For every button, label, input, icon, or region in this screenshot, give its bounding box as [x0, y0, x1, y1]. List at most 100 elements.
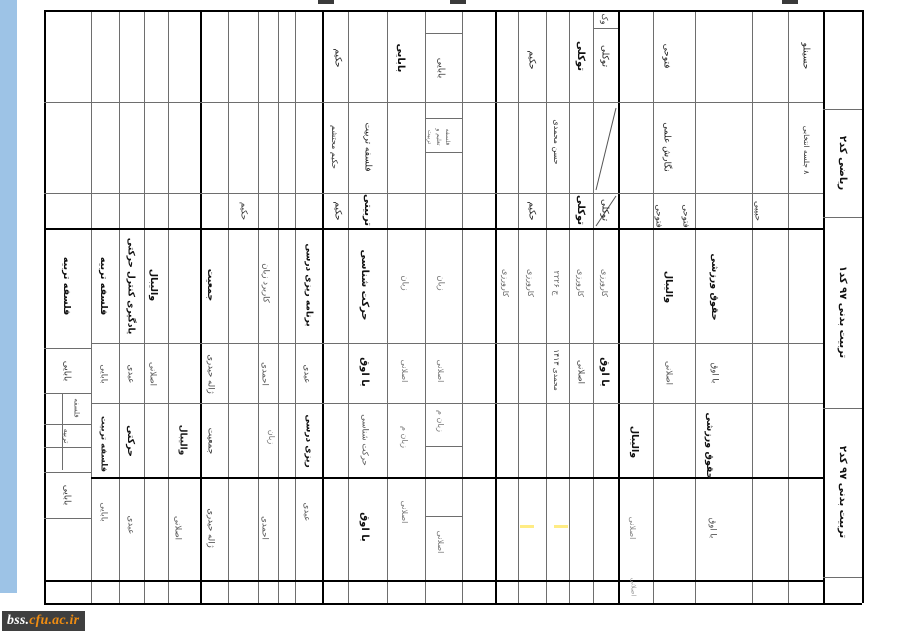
- cell-text: توکلی: [575, 40, 586, 72]
- cell-text: اصلانی: [172, 515, 183, 541]
- cell-text: فتوحی: [661, 43, 672, 69]
- grid-vline: [593, 10, 594, 603]
- grid-hline: [425, 152, 462, 153]
- cell-text: فلسفه: [72, 398, 81, 418]
- grid-vline: [752, 10, 753, 603]
- cell-text: با اوق: [709, 362, 720, 384]
- cell-text: بابایی: [61, 484, 72, 506]
- cell-text: بابایی: [435, 57, 446, 79]
- cell-text: نگارش علمی: [661, 122, 672, 172]
- cell-text: اصلانی: [436, 530, 445, 554]
- cell-text: با اوق: [599, 357, 610, 387]
- grid-hline: [44, 393, 91, 394]
- grid-hline: [44, 447, 91, 448]
- cell-text: زبان: [435, 275, 446, 291]
- cell-text: ریزی درسی: [303, 414, 314, 468]
- cell-text: اصلانی: [628, 516, 637, 540]
- cell-text: حکیم: [526, 50, 537, 70]
- grid-vline: [425, 10, 426, 603]
- cell-text: حکیم: [332, 201, 343, 221]
- crop-tick: [318, 0, 334, 4]
- cell-text: بابایی: [98, 502, 109, 522]
- cell-text: با اوق: [359, 512, 370, 542]
- grid-vline: [258, 10, 259, 603]
- cell-text: احمدی: [259, 516, 270, 540]
- grid-vline: [228, 10, 229, 603]
- cell-text: ژاله حیدری: [205, 354, 216, 394]
- grid-vline: [695, 10, 696, 603]
- cell-text: حکیم: [238, 201, 249, 221]
- cell-text: فلسفه: [444, 128, 451, 146]
- grid-vline: [546, 10, 547, 603]
- cell-text: اصلانی: [663, 360, 674, 386]
- cell-text: حسینلو: [800, 42, 811, 70]
- cell-text: عبدی: [125, 364, 136, 384]
- grid-vline: [62, 393, 63, 470]
- cell-text: احمدی: [259, 362, 270, 386]
- crop-tick: [450, 0, 466, 4]
- grid-vline: [518, 10, 519, 603]
- cell-text: ج ۲۲۲۶: [552, 270, 561, 296]
- grid-vline: [788, 10, 789, 603]
- cell-text: وک: [600, 13, 609, 25]
- cell-text: اصلانی: [400, 500, 409, 524]
- grid-hline: [44, 472, 91, 473]
- cell-text: کارورزی: [501, 269, 510, 297]
- grid-hline: [425, 446, 462, 447]
- site-watermark: bss. cfu.ac.ir: [2, 611, 86, 631]
- grid-vline: [144, 10, 145, 603]
- cell-text: بابایی: [395, 43, 406, 73]
- cell-text: تربیتی: [362, 193, 373, 227]
- cell-text: کارورزی: [576, 269, 585, 297]
- cell-text: فلسفه تربیه: [60, 256, 72, 316]
- cell-text: اصلانی: [436, 359, 445, 383]
- cell-text: ریاضی کد۲: [837, 135, 848, 191]
- cell-text: زبان م: [400, 426, 409, 448]
- highlight-column: [0, 0, 17, 593]
- grid-vline: [295, 10, 296, 603]
- cell-text: حکیم: [332, 48, 343, 68]
- cell-text: اصلانی: [400, 359, 409, 383]
- cell-text: محمدی ۱۴۱۳: [551, 349, 561, 391]
- cell-text: کارورزی: [600, 269, 609, 297]
- cell-text: جمعیت: [205, 427, 216, 455]
- cell-text: عبدی: [301, 364, 312, 384]
- cell-text: تربیه: [61, 428, 71, 444]
- cell-text: حبیبی: [752, 200, 763, 222]
- grid-vline: [862, 10, 864, 603]
- cell-text: ژاله حیدری: [205, 508, 216, 548]
- cell-text: کاربرد زبان: [260, 263, 271, 303]
- cell-text: حرکتی: [124, 425, 136, 457]
- cell-text: فتوحی: [653, 204, 664, 228]
- grid-vline: [387, 10, 388, 603]
- grid-hline: [91, 477, 823, 479]
- grid-vline: [44, 10, 46, 603]
- cell-text: با اوق: [359, 357, 370, 387]
- grid-vline: [200, 10, 202, 603]
- cell-text: کارورزی: [526, 269, 535, 297]
- grid-vline: [495, 10, 497, 603]
- cell-text: حقوق ورزشی: [703, 412, 715, 480]
- cell-text: فتوحی: [680, 204, 691, 228]
- grid-vline: [823, 10, 825, 603]
- highlighter-dash: [520, 525, 534, 528]
- cell-text: برنامه ریزی درسی: [303, 243, 314, 327]
- grid-hline: [44, 228, 823, 230]
- cell-text: تربیت: [426, 129, 433, 145]
- cell-text: توکلی: [599, 199, 610, 221]
- grid-vline: [462, 10, 463, 603]
- cell-text: زبان: [267, 429, 276, 445]
- grid-hline: [425, 516, 462, 517]
- diagonal-strike: [595, 107, 617, 191]
- grid-vline: [91, 10, 92, 603]
- grid-hline: [91, 403, 823, 404]
- grid-hline: [91, 343, 823, 344]
- cell-text: حرکت شناسی: [359, 414, 370, 466]
- cell-text: والیبال: [147, 268, 159, 302]
- cell-text: اصلانی: [147, 361, 158, 387]
- grid-hline: [44, 193, 823, 194]
- grid-hline: [823, 109, 862, 110]
- cell-text: حکیم محتشم: [330, 125, 339, 169]
- cell-text: حقوق ورزشی: [708, 253, 720, 321]
